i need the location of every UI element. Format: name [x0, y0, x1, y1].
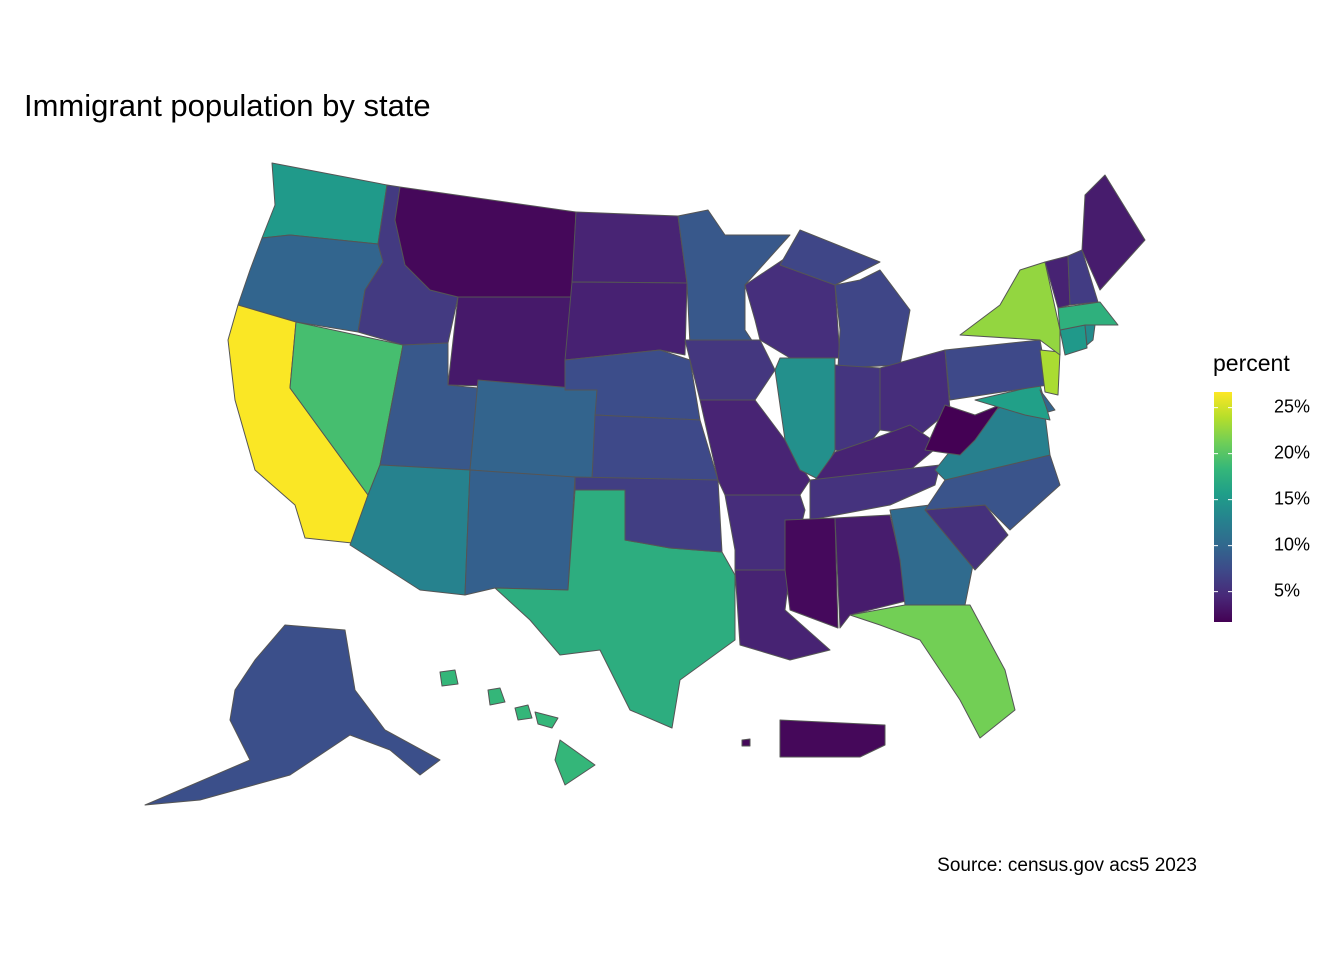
state: [779, 719, 886, 758]
state: [741, 738, 751, 747]
legend-tick-label: 10%: [1274, 534, 1310, 554]
state: [677, 209, 791, 346]
state: [809, 464, 941, 521]
state: [564, 281, 688, 361]
state: [571, 211, 688, 284]
state: [1067, 249, 1099, 306]
state: [1084, 324, 1096, 346]
state: [1039, 389, 1056, 413]
state: [1081, 174, 1146, 291]
state: [487, 687, 506, 706]
state: [834, 269, 911, 369]
legend-tick-label: 5%: [1274, 580, 1300, 600]
legend-tick-label: 25%: [1274, 396, 1310, 416]
legend-title: percent: [1213, 350, 1290, 376]
state: [879, 349, 951, 436]
state: [144, 624, 441, 806]
state: [699, 399, 811, 496]
legend-tick-label: 20%: [1274, 442, 1310, 462]
state: [554, 739, 596, 786]
state: [574, 476, 723, 553]
legend-tick-label: 15%: [1274, 488, 1310, 508]
map-title: Immigrant population by state: [24, 88, 431, 123]
state: [464, 469, 576, 596]
state: [834, 514, 911, 629]
state: [591, 414, 719, 481]
color-bar: [1214, 392, 1232, 622]
state: [784, 517, 839, 629]
legend: 5% 10% 15% 20% 25%: [1214, 392, 1310, 622]
state: [447, 296, 573, 389]
state: [684, 339, 776, 401]
state: [469, 379, 598, 481]
state: [849, 604, 1016, 739]
caption: Source: census.gov acs5 2023: [937, 855, 1197, 876]
state: [261, 162, 388, 245]
state: [534, 711, 559, 729]
states: [144, 162, 1146, 806]
state: [394, 186, 577, 298]
state: [779, 229, 881, 286]
state: [514, 704, 533, 721]
state: [439, 669, 459, 687]
state: [1039, 349, 1061, 396]
state: [959, 261, 1061, 356]
